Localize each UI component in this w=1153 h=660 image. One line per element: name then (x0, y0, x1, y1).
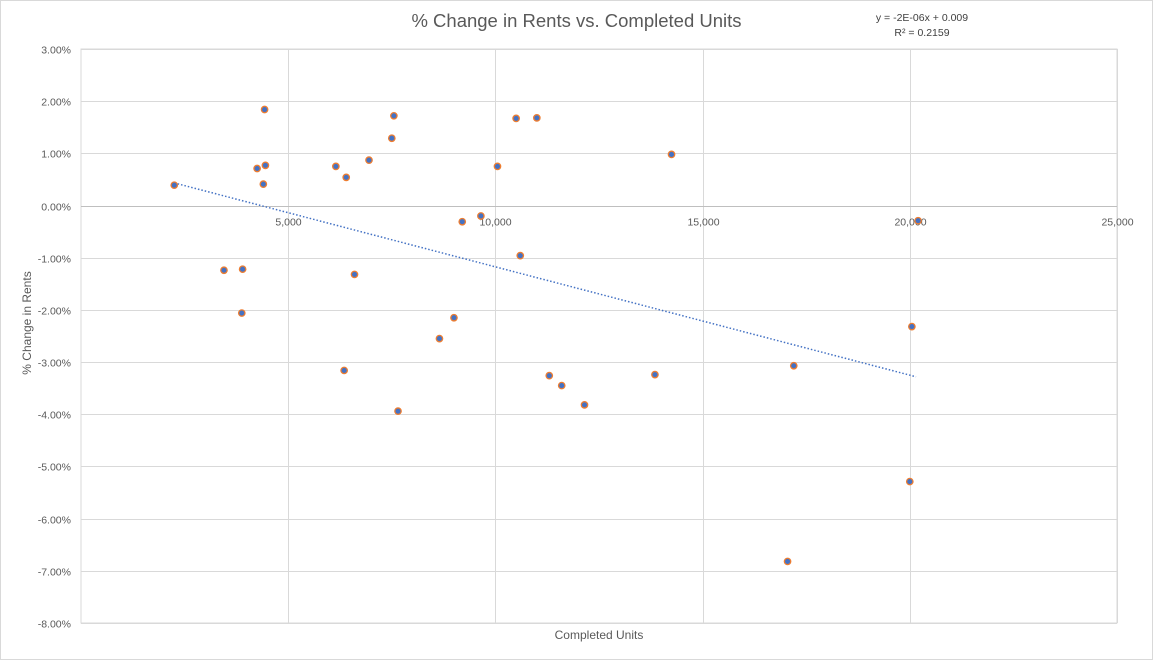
data-point (260, 105, 269, 114)
data-point (365, 156, 373, 164)
data-point (532, 114, 541, 122)
data-point (238, 265, 247, 274)
y-tick-label: -3.00% (38, 358, 71, 370)
y-tick-label: 1.00% (41, 149, 71, 161)
data-point (789, 361, 798, 370)
data-point (340, 366, 348, 375)
data-point (394, 407, 402, 415)
y-tick-label: 2.00% (41, 97, 71, 109)
data-point (342, 173, 351, 182)
plot-area (80, 48, 1118, 624)
data-point (493, 162, 502, 171)
x-axis-title: Completed Units (555, 628, 644, 642)
x-tick-label: 20,000 (894, 217, 926, 229)
y-axis-title: % Change in Rents (20, 271, 34, 374)
trendline-equation: y = -2E-06x + 0.009 (875, 12, 969, 24)
data-point (390, 111, 398, 120)
x-tick-label: 25,000 (1101, 217, 1133, 229)
data-point (667, 150, 676, 159)
y-tick-label: -1.00% (38, 254, 71, 266)
chart-title: % Change in Rents vs. Completed Units (411, 10, 742, 31)
data-point (458, 217, 467, 226)
x-tick-label: 15,000 (687, 217, 719, 229)
data-point (350, 270, 359, 279)
data-point (580, 401, 589, 409)
data-point (516, 251, 525, 260)
data-point (450, 313, 458, 322)
x-tick-label: 5,000 (275, 217, 301, 229)
y-tick-label: -4.00% (38, 410, 71, 422)
data-point (914, 216, 922, 225)
data-point (253, 164, 261, 173)
data-point (261, 161, 270, 170)
y-tick-label: 3.00% (41, 45, 71, 57)
data-point (435, 334, 444, 343)
data-point (387, 134, 396, 143)
trendline (174, 182, 917, 378)
trendline-r-squared: R² = 0.2159 (894, 27, 950, 39)
data-point (259, 180, 268, 189)
data-point (557, 381, 566, 390)
y-tick-label: -2.00% (38, 306, 71, 318)
y-tick-label: -8.00% (38, 619, 71, 631)
y-tick-label: -6.00% (38, 515, 71, 527)
data-point (905, 477, 914, 486)
data-point (545, 371, 554, 380)
y-tick-label: -5.00% (38, 462, 71, 474)
data-point (651, 370, 659, 379)
data-point (237, 309, 246, 317)
data-point (220, 266, 228, 275)
data-point (477, 212, 485, 220)
data-point (512, 114, 520, 123)
data-point (783, 557, 792, 566)
y-tick-label: 0.00% (41, 202, 71, 214)
data-point (908, 322, 916, 331)
y-tick-label: -7.00% (38, 567, 71, 579)
data-point (332, 162, 340, 171)
data-point (170, 181, 179, 190)
x-tick-label: 10,000 (479, 217, 511, 229)
